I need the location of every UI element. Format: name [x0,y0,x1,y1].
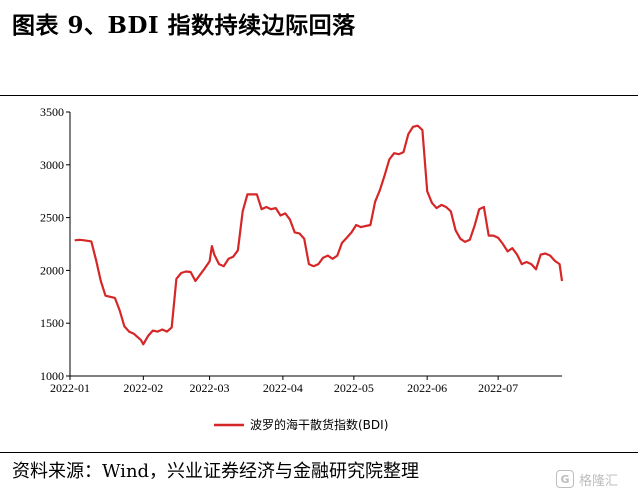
x-tick-label: 2022-06 [407,381,447,395]
x-axis: 2022-01 2022-02 2022-03 2022-04 2022-05 2022-… [50,375,562,395]
figure-title: 图表 9、BDI 指数持续边际回落 [12,12,356,39]
x-tick-label: 2022-03 [190,381,230,395]
series-line-bdi [74,124,564,346]
gelonghui-logo-icon: G [556,470,574,488]
bottom-rule [0,452,638,453]
y-tick-label: 3000 [40,158,64,172]
y-tick-label: 3500 [40,105,64,119]
x-tick-label: 2022-07 [478,381,518,395]
y-tick-label: 2000 [40,263,64,277]
source-note: 资料来源：Wind，兴业证券经济与金融研究院整理 [12,461,420,482]
plot-area [74,124,564,346]
x-tick-label: 2022-01 [50,381,90,395]
y-tick-label: 2500 [40,211,64,225]
y-tick-label: 1000 [40,369,64,383]
legend-label: 波罗的海干散货指数(BDI) [250,417,388,432]
y-axis: 1000 1500 2000 2500 3000 3500 [40,105,71,383]
x-tick-label: 2022-02 [123,381,163,395]
y-tick-label: 1500 [40,316,64,330]
watermark-text: 格隆汇 [579,473,619,489]
x-tick-label: 2022-05 [334,381,374,395]
watermark: G 格隆汇 [556,466,632,492]
top-rule [0,95,638,96]
x-tick-label: 2022-04 [263,381,303,395]
legend: 波罗的海干散货指数(BDI) [214,417,388,432]
